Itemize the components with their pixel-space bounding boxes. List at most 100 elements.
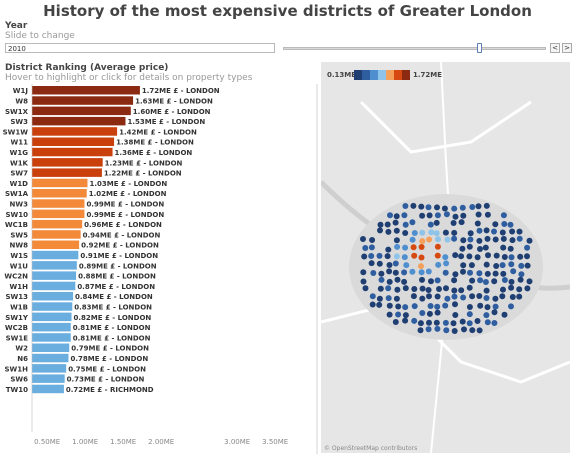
district-dot[interactable] bbox=[402, 317, 409, 324]
bar[interactable] bbox=[32, 353, 69, 363]
district-dot[interactable] bbox=[378, 276, 385, 283]
district-map[interactable]: 0.13ME 1.72ME © OpenStreetMap contributo… bbox=[321, 62, 570, 453]
district-dot[interactable] bbox=[491, 309, 498, 316]
bar[interactable] bbox=[32, 374, 65, 383]
district-dot[interactable] bbox=[492, 236, 499, 243]
district-dot[interactable] bbox=[435, 236, 441, 243]
district-dot[interactable] bbox=[442, 269, 449, 276]
district-dot[interactable] bbox=[403, 262, 410, 269]
district-dot[interactable] bbox=[452, 252, 459, 259]
district-dot[interactable] bbox=[376, 295, 383, 302]
district-dot[interactable] bbox=[483, 295, 490, 301]
district-dot[interactable] bbox=[466, 243, 473, 250]
district-dot[interactable] bbox=[499, 262, 506, 269]
district-dot[interactable] bbox=[392, 319, 399, 325]
district-dot[interactable] bbox=[426, 212, 433, 219]
district-dot[interactable] bbox=[493, 263, 500, 269]
year-slider-thumb[interactable] bbox=[477, 43, 483, 53]
bar[interactable] bbox=[32, 364, 67, 373]
district-dot[interactable] bbox=[434, 243, 441, 250]
district-dot[interactable] bbox=[469, 277, 476, 284]
district-dot[interactable] bbox=[461, 326, 467, 333]
district-dot[interactable] bbox=[376, 260, 383, 267]
map-canvas[interactable] bbox=[321, 62, 570, 453]
district-dot[interactable] bbox=[392, 269, 399, 276]
district-dot[interactable] bbox=[419, 229, 426, 236]
district-dot[interactable] bbox=[458, 253, 465, 260]
bar[interactable] bbox=[32, 127, 118, 136]
district-dot[interactable] bbox=[517, 253, 524, 260]
bar[interactable] bbox=[32, 96, 134, 105]
district-dot[interactable] bbox=[467, 230, 474, 237]
district-dot[interactable] bbox=[516, 293, 523, 300]
district-dot[interactable] bbox=[369, 301, 376, 308]
district-dot[interactable] bbox=[433, 219, 440, 226]
year-prev-button[interactable]: < bbox=[550, 43, 560, 53]
district-dot[interactable] bbox=[434, 277, 441, 284]
district-dot[interactable] bbox=[467, 236, 474, 243]
district-dot[interactable] bbox=[411, 230, 418, 236]
district-dot[interactable] bbox=[402, 312, 409, 319]
district-dot[interactable] bbox=[419, 295, 426, 302]
district-dot[interactable] bbox=[493, 252, 500, 259]
district-dot[interactable] bbox=[526, 278, 533, 285]
district-dot[interactable] bbox=[507, 221, 514, 228]
district-dot[interactable] bbox=[442, 302, 449, 309]
bar[interactable] bbox=[32, 322, 71, 332]
district-dot[interactable] bbox=[369, 237, 376, 243]
district-dot[interactable] bbox=[401, 212, 408, 219]
district-dot[interactable] bbox=[393, 295, 400, 302]
district-dot[interactable] bbox=[376, 252, 383, 259]
bar[interactable] bbox=[32, 292, 74, 301]
district-dot[interactable] bbox=[434, 252, 441, 259]
bar[interactable] bbox=[32, 250, 79, 260]
district-dot[interactable] bbox=[469, 293, 476, 300]
district-dot[interactable] bbox=[402, 203, 409, 209]
district-dot[interactable] bbox=[425, 204, 432, 211]
district-dot[interactable] bbox=[466, 304, 473, 310]
district-dot[interactable] bbox=[369, 293, 376, 300]
district-dot[interactable] bbox=[509, 294, 516, 300]
district-dot[interactable] bbox=[451, 235, 458, 242]
district-dot[interactable] bbox=[508, 303, 514, 310]
district-dot[interactable] bbox=[518, 262, 525, 269]
bar[interactable] bbox=[32, 168, 102, 177]
district-dot[interactable] bbox=[524, 262, 531, 269]
district-dot[interactable] bbox=[492, 295, 499, 302]
district-dot[interactable] bbox=[474, 220, 481, 227]
district-dot[interactable] bbox=[491, 278, 498, 285]
district-dot[interactable] bbox=[411, 303, 418, 310]
district-dot[interactable] bbox=[451, 328, 458, 334]
bar[interactable] bbox=[32, 219, 83, 229]
district-dot[interactable] bbox=[401, 254, 408, 261]
district-dot[interactable] bbox=[509, 228, 516, 235]
district-dot[interactable] bbox=[442, 319, 449, 326]
district-dot[interactable] bbox=[451, 277, 458, 284]
district-dot[interactable] bbox=[469, 204, 476, 210]
district-dot[interactable] bbox=[492, 303, 499, 310]
district-dot[interactable] bbox=[468, 262, 475, 269]
district-dot[interactable] bbox=[444, 236, 451, 243]
district-dot[interactable] bbox=[501, 277, 508, 283]
district-dot[interactable] bbox=[452, 301, 458, 308]
district-dot[interactable] bbox=[409, 268, 416, 275]
district-dot[interactable] bbox=[387, 212, 393, 219]
district-dot[interactable] bbox=[450, 320, 457, 327]
bar[interactable] bbox=[32, 178, 88, 188]
district-dot[interactable] bbox=[508, 254, 515, 261]
district-dot[interactable] bbox=[395, 303, 402, 310]
district-dot[interactable] bbox=[474, 318, 481, 324]
district-dot[interactable] bbox=[441, 205, 448, 212]
district-dot[interactable] bbox=[427, 303, 434, 309]
district-dot[interactable] bbox=[499, 229, 506, 236]
district-dot[interactable] bbox=[518, 271, 525, 278]
district-dot[interactable] bbox=[419, 310, 426, 316]
district-dot[interactable] bbox=[516, 228, 523, 235]
bar[interactable] bbox=[32, 199, 85, 208]
district-dot[interactable] bbox=[516, 286, 523, 293]
district-dot[interactable] bbox=[460, 294, 467, 301]
district-dot[interactable] bbox=[377, 221, 384, 228]
district-dot[interactable] bbox=[368, 260, 375, 267]
district-dot[interactable] bbox=[394, 276, 401, 283]
district-dot[interactable] bbox=[409, 236, 416, 243]
